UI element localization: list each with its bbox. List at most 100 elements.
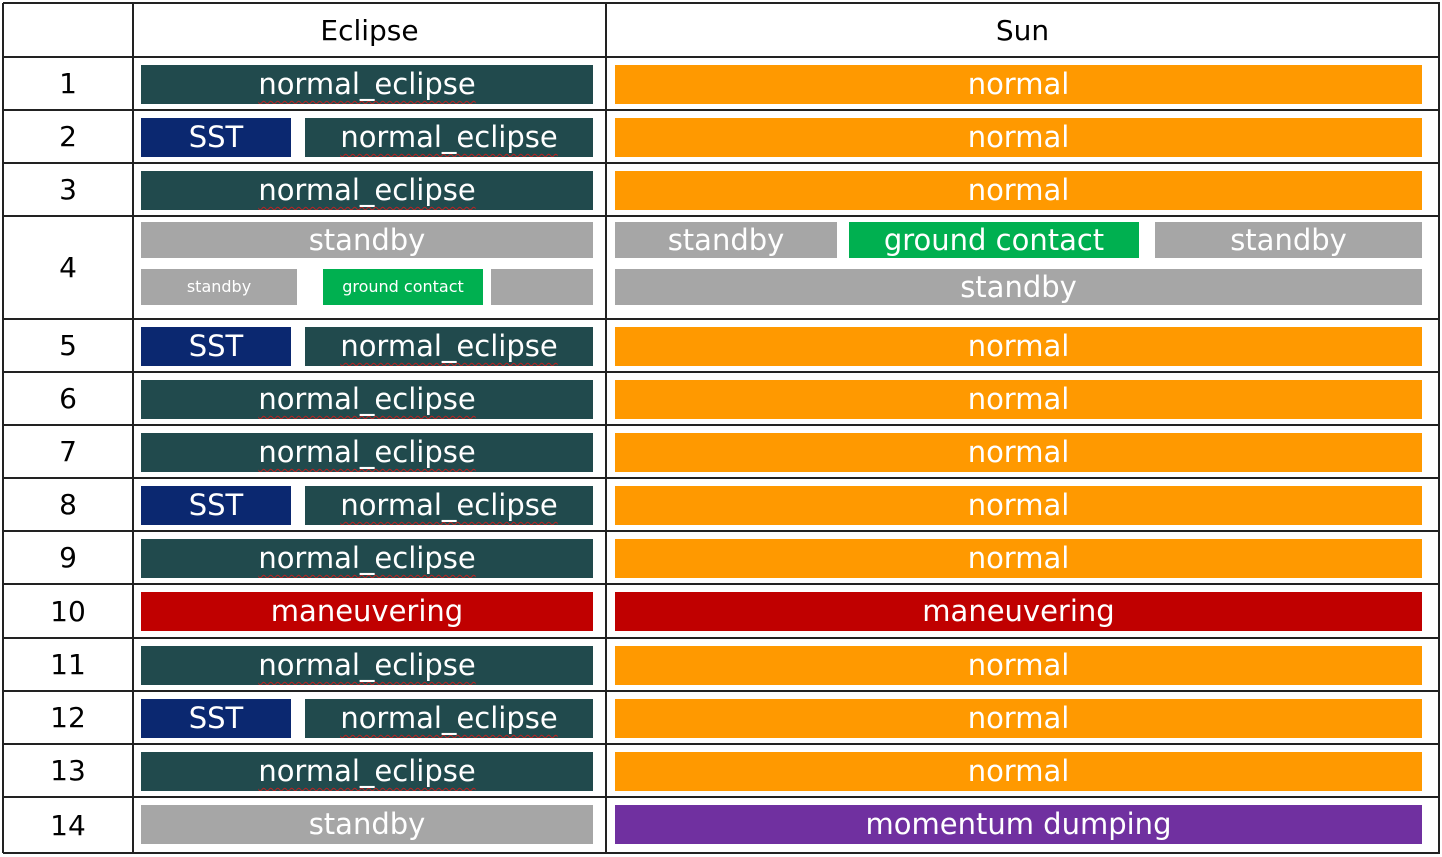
eclipse-row9-normal-eclipse-block-label: normal_eclipse (258, 541, 476, 575)
grid-line-vertical (2, 3, 4, 853)
sun-row4-standby-block-label: standby (960, 269, 1077, 304)
eclipse-row8-sst-block-label: SST (188, 488, 244, 522)
row-number: 5 (59, 329, 77, 362)
sun-row10-maneuvering-block-label: maneuvering (922, 594, 1115, 628)
eclipse-row11-normal-eclipse-block: normal_eclipse (141, 646, 593, 685)
eclipse-row11-normal-eclipse-block-label: normal_eclipse (258, 648, 476, 682)
grid-line-vertical (1438, 3, 1440, 853)
eclipse-row4-standby-block-label: standby (308, 222, 426, 257)
eclipse-row12-normal-eclipse-block-label: normal_eclipse (340, 701, 558, 735)
sun-row1-normal-block: normal (615, 65, 1422, 104)
sun-row13-normal-block: normal (615, 752, 1422, 791)
grid-line-horizontal (3, 109, 1440, 111)
eclipse-row3-normal-eclipse-block: normal_eclipse (141, 171, 593, 210)
eclipse-row1-normal-eclipse-block: normal_eclipse (141, 65, 593, 104)
grid-line-horizontal (3, 852, 1440, 854)
column-header-eclipse: Eclipse (320, 13, 419, 47)
sun-row11-normal-block: normal (615, 646, 1422, 685)
eclipse-row8-sst-block: SST (141, 486, 291, 525)
row-number: 9 (59, 541, 77, 574)
grid-line-horizontal (3, 743, 1440, 745)
eclipse-row12-normal-eclipse-block: normal_eclipse (305, 699, 593, 738)
sun-row13-normal-block-label: normal (967, 754, 1070, 788)
eclipse-row12-sst-block-label: SST (188, 701, 244, 735)
eclipse-row4-standby-block-label: standby (186, 277, 252, 296)
eclipse-row2-normal-eclipse-block: normal_eclipse (305, 118, 593, 157)
sun-row9-normal-block-label: normal (967, 541, 1070, 575)
grid-line-horizontal (3, 162, 1440, 164)
sun-row6-normal-block: normal (615, 380, 1422, 419)
sun-row14-momentum-dumping-block-label: momentum dumping (865, 807, 1172, 841)
grid-line-horizontal (3, 371, 1440, 373)
sun-row4-standby-block-label: standby (1230, 222, 1347, 257)
sun-row5-normal-block-label: normal (967, 329, 1070, 363)
sun-row2-normal-block-label: normal (967, 120, 1070, 154)
sun-row1-normal-block-label: normal (967, 67, 1070, 101)
grid-line-horizontal (3, 530, 1440, 532)
eclipse-row5-normal-eclipse-block: normal_eclipse (305, 327, 593, 366)
eclipse-row13-normal-eclipse-block-label: normal_eclipse (258, 754, 476, 788)
eclipse-row10-maneuvering-block: maneuvering (141, 592, 593, 631)
grid-line-horizontal (3, 477, 1440, 479)
grid-line-horizontal (3, 215, 1440, 217)
sun-row2-normal-block: normal (615, 118, 1422, 157)
row-number: 7 (59, 435, 77, 468)
sun-row3-normal-block-label: normal (967, 173, 1070, 207)
eclipse-row1-normal-eclipse-block-label: normal_eclipse (258, 67, 476, 101)
grid-line-horizontal (3, 637, 1440, 639)
sun-row4-standby-block-label: standby (667, 222, 785, 257)
sun-row7-normal-block-label: normal (967, 435, 1070, 469)
grid-line-horizontal (3, 2, 1440, 4)
row-number: 2 (59, 120, 77, 153)
grid-line-horizontal (3, 583, 1440, 585)
sun-row4-standby-block: standby (615, 222, 837, 258)
sun-row7-normal-block: normal (615, 433, 1422, 472)
column-header-sun: Sun (995, 13, 1050, 47)
sun-row12-normal-block: normal (615, 699, 1422, 738)
row-number: 12 (50, 701, 86, 734)
eclipse-row4-standby-block: standby (141, 269, 297, 305)
sun-row6-normal-block-label: normal (967, 382, 1070, 416)
eclipse-row5-normal-eclipse-block-label: normal_eclipse (340, 329, 558, 363)
sun-row4-standby-block: standby (615, 269, 1422, 305)
sun-row3-normal-block: normal (615, 171, 1422, 210)
eclipse-row8-normal-eclipse-block: normal_eclipse (305, 486, 593, 525)
eclipse-row7-normal-eclipse-block-label: normal_eclipse (258, 435, 476, 469)
eclipse-row12-sst-block: SST (141, 699, 291, 738)
eclipse-row8-normal-eclipse-block-label: normal_eclipse (340, 488, 558, 522)
sun-row8-normal-block: normal (615, 486, 1422, 525)
eclipse-row4-standby-block (491, 269, 593, 305)
grid-line-vertical (132, 3, 134, 853)
eclipse-row4-ground-contact-block: ground contact (323, 269, 483, 305)
row-number: 4 (59, 251, 77, 284)
row-number: 11 (50, 648, 86, 681)
sun-row12-normal-block-label: normal (967, 701, 1070, 735)
eclipse-row4-standby-block: standby (141, 222, 593, 258)
sun-row4-ground-contact-block-label: ground contact (883, 222, 1105, 257)
eclipse-row3-normal-eclipse-block-label: normal_eclipse (258, 173, 476, 207)
eclipse-row6-normal-eclipse-block-label: normal_eclipse (258, 382, 476, 416)
grid-line-horizontal (3, 424, 1440, 426)
eclipse-row7-normal-eclipse-block: normal_eclipse (141, 433, 593, 472)
eclipse-row10-maneuvering-block-label: maneuvering (270, 594, 464, 628)
eclipse-row14-standby-block-label: standby (308, 807, 426, 841)
grid-line-horizontal (3, 796, 1440, 798)
sun-row9-normal-block: normal (615, 539, 1422, 578)
sun-row11-normal-block-label: normal (967, 648, 1070, 682)
eclipse-row4-ground-contact-block-label: ground contact (342, 277, 464, 296)
eclipse-row6-normal-eclipse-block: normal_eclipse (141, 380, 593, 419)
sun-row8-normal-block-label: normal (967, 488, 1070, 522)
grid-line-horizontal (3, 56, 1440, 58)
eclipse-row2-sst-block-label: SST (188, 120, 244, 154)
row-number: 3 (59, 173, 77, 206)
eclipse-row14-standby-block: standby (141, 805, 593, 844)
grid-line-vertical (605, 3, 607, 853)
sun-row14-momentum-dumping-block: momentum dumping (615, 805, 1422, 844)
eclipse-row2-normal-eclipse-block-label: normal_eclipse (340, 120, 558, 154)
row-number: 8 (59, 488, 77, 521)
row-number: 13 (50, 754, 86, 787)
row-number: 6 (59, 382, 77, 415)
sun-row5-normal-block: normal (615, 327, 1422, 366)
sun-row10-maneuvering-block: maneuvering (615, 592, 1422, 631)
